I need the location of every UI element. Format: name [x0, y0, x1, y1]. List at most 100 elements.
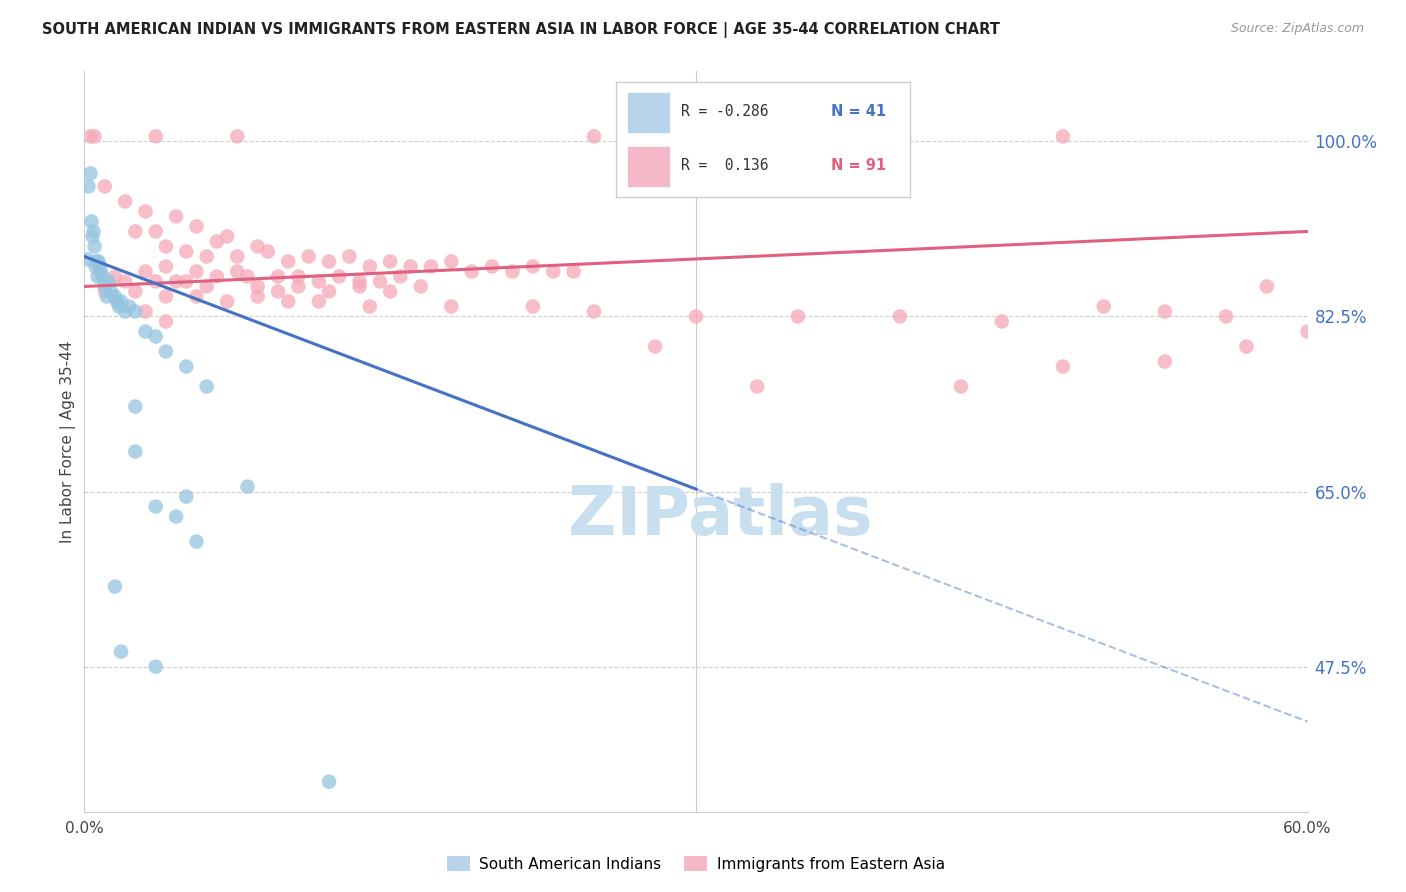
Legend: South American Indians, Immigrants from Eastern Asia: South American Indians, Immigrants from … — [441, 850, 950, 878]
Point — [318, 285, 340, 299]
Point — [389, 269, 412, 284]
Point — [82, 229, 104, 244]
Text: SOUTH AMERICAN INDIAN VS IMMIGRANTS FROM EASTERN ASIA IN LABOR FORCE | AGE 35-44: SOUTH AMERICAN INDIAN VS IMMIGRANTS FROM… — [42, 22, 1000, 38]
Point — [287, 269, 309, 284]
Point — [195, 279, 218, 293]
Point — [1154, 354, 1177, 368]
Point — [110, 645, 132, 659]
Point — [267, 285, 290, 299]
Point — [145, 500, 167, 514]
Point — [380, 254, 402, 268]
Point — [124, 304, 146, 318]
Point — [1236, 339, 1258, 353]
Y-axis label: In Labor Force | Age 35-44: In Labor Force | Age 35-44 — [60, 341, 76, 542]
Point — [644, 339, 666, 353]
Point — [226, 249, 249, 264]
Point — [991, 314, 1014, 328]
Point — [104, 269, 127, 284]
Point — [380, 285, 402, 299]
Point — [195, 379, 218, 393]
Point — [145, 129, 167, 144]
Point — [155, 314, 177, 328]
Point — [124, 444, 146, 458]
Point — [747, 379, 769, 393]
Point — [359, 260, 381, 274]
Point — [583, 304, 606, 318]
Point — [93, 285, 115, 299]
Point — [89, 260, 111, 274]
Point — [83, 129, 105, 144]
Point — [135, 204, 157, 219]
Point — [308, 275, 330, 289]
Point — [100, 285, 122, 299]
Point — [104, 580, 127, 594]
Point — [110, 294, 132, 309]
Text: Source: ZipAtlas.com: Source: ZipAtlas.com — [1230, 22, 1364, 36]
Point — [1256, 279, 1278, 293]
Point — [461, 264, 484, 278]
Point — [328, 269, 350, 284]
Point — [84, 260, 107, 274]
Point — [399, 260, 422, 274]
Point — [1052, 129, 1074, 144]
Point — [174, 244, 197, 259]
Point — [145, 275, 167, 289]
Point — [420, 260, 443, 274]
Point — [502, 264, 524, 278]
Point — [124, 224, 146, 238]
Point — [145, 224, 167, 238]
Point — [155, 239, 177, 253]
Point — [359, 300, 381, 314]
Point — [838, 129, 860, 144]
Point — [174, 490, 197, 504]
Point — [80, 214, 103, 228]
Point — [93, 179, 115, 194]
Point — [368, 275, 391, 289]
Point — [91, 269, 114, 284]
Point — [685, 310, 707, 324]
Point — [318, 774, 340, 789]
Point — [93, 279, 115, 293]
Point — [186, 289, 208, 303]
Point — [308, 294, 330, 309]
Point — [145, 659, 167, 673]
Point — [226, 264, 249, 278]
Point — [217, 294, 239, 309]
Point — [114, 304, 136, 318]
Point — [118, 300, 141, 314]
Point — [79, 166, 101, 180]
Point — [165, 210, 187, 224]
Point — [90, 264, 112, 278]
Point — [155, 260, 177, 274]
Point — [205, 235, 228, 249]
Point — [246, 279, 269, 293]
Point — [349, 275, 371, 289]
Point — [226, 129, 249, 144]
Point — [104, 289, 127, 303]
Point — [543, 264, 565, 278]
Point — [79, 129, 101, 144]
Point — [349, 279, 371, 293]
Point — [186, 219, 208, 234]
Point — [1154, 304, 1177, 318]
Point — [97, 275, 120, 289]
Point — [186, 264, 208, 278]
Point — [246, 289, 269, 303]
Point — [114, 275, 136, 289]
Point — [135, 264, 157, 278]
Point — [186, 534, 208, 549]
Point — [217, 229, 239, 244]
Point — [787, 310, 810, 324]
Point — [950, 379, 973, 393]
Point — [195, 249, 218, 264]
Point — [409, 279, 432, 293]
Point — [135, 325, 157, 339]
Point — [1052, 359, 1074, 374]
Point — [562, 264, 585, 278]
Point — [522, 260, 544, 274]
Point — [583, 129, 606, 144]
Point — [135, 304, 157, 318]
Point — [86, 269, 108, 284]
Point — [145, 329, 167, 343]
Point — [174, 359, 197, 374]
